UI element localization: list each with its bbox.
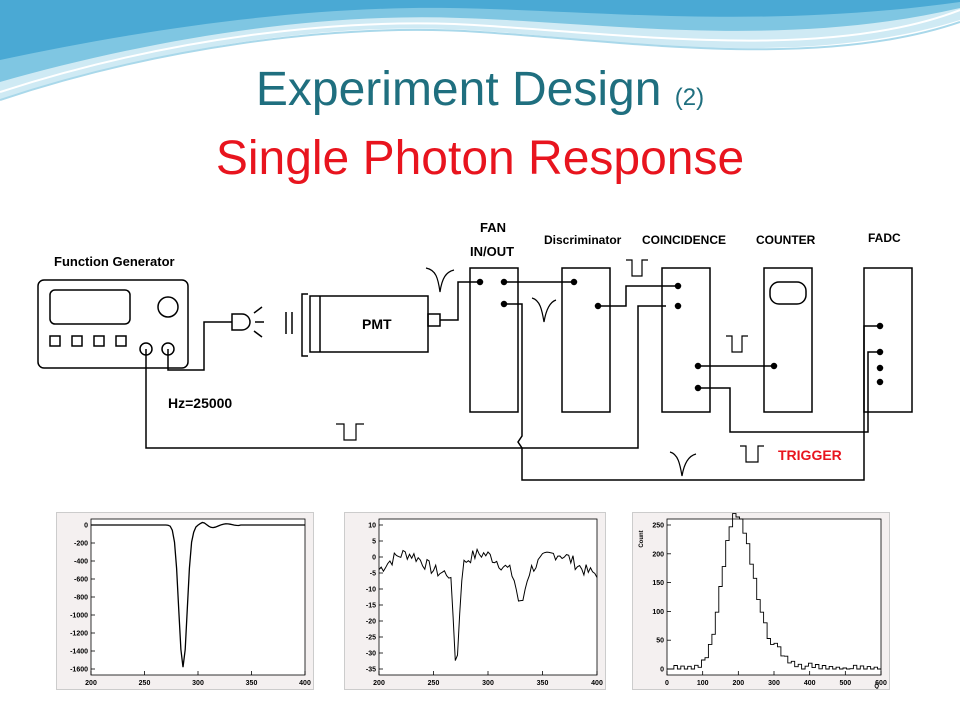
plot2-y-tick: -5 bbox=[370, 571, 376, 578]
plot2-y-tick: -15 bbox=[366, 603, 376, 610]
fadc-label: FADC bbox=[868, 231, 901, 245]
slide-title-main: Experiment Design bbox=[255, 63, 662, 116]
plot3-y-tick: 150 bbox=[652, 580, 664, 587]
plot2-y-tick: -20 bbox=[366, 619, 376, 626]
slide-subtitle: Single Photon Response bbox=[215, 132, 745, 185]
plot1-y-tick: -800 bbox=[74, 595, 88, 602]
coincidence-module bbox=[661, 267, 711, 413]
plot3-x-tick: 300 bbox=[768, 680, 780, 687]
header-wave-decoration bbox=[0, 0, 960, 101]
charge-histogram: 0 100 200 300 400 500 600 250 200 150 100 50 0 Count Q bbox=[632, 512, 890, 690]
plot3-x-tick: 100 bbox=[697, 680, 709, 687]
plot3-x-tick: 0 bbox=[665, 680, 669, 687]
plot2-y-tick: -10 bbox=[366, 587, 376, 594]
waveform-plot-1: 200 250 300 350 400 0 -200 -400 -600 -800 -1000 -12… bbox=[56, 512, 314, 690]
histogram-bars bbox=[667, 513, 881, 670]
led-icon bbox=[231, 306, 264, 338]
plot1-y-tick: -1400 bbox=[70, 649, 88, 656]
discriminator-label: Discriminator bbox=[544, 233, 622, 247]
waveform-plot-2-svg: 200 250 300 350 400 10 5 0 -5 -10 -15 -20 -25 -30 -35 bbox=[366, 518, 603, 687]
plot3-x-tick: 600 bbox=[875, 680, 887, 687]
fan-label: FAN bbox=[480, 220, 506, 235]
pmt bbox=[301, 293, 441, 357]
plot2-trace bbox=[378, 547, 598, 661]
plot2-y-tick: 10 bbox=[368, 523, 376, 530]
plot3-x-tick: 400 bbox=[804, 680, 816, 687]
trigger-label: TRIGGER bbox=[778, 447, 842, 463]
plot1-x-tick: 200 bbox=[85, 680, 97, 687]
frequency-label: Hz=25000 bbox=[168, 395, 232, 411]
plot1-x-tick: 250 bbox=[139, 680, 151, 687]
plot3-y-tick: 100 bbox=[652, 609, 664, 616]
plot3-x-tick: 200 bbox=[732, 680, 744, 687]
plot1-y-tick: -400 bbox=[74, 559, 88, 566]
plot1-y-tick: -1000 bbox=[70, 613, 88, 620]
plot3-y-tick: 250 bbox=[652, 523, 664, 530]
plot2-y-tick: -30 bbox=[366, 651, 376, 658]
fan-label-2: IN/OUT bbox=[470, 244, 514, 259]
plot1-y-tick: 0 bbox=[84, 523, 88, 530]
plot2-x-tick: 300 bbox=[482, 680, 494, 687]
plot2-x-tick: 350 bbox=[537, 680, 549, 687]
plot3-y-tick: 0 bbox=[660, 667, 664, 674]
plot2-x-tick: 250 bbox=[428, 680, 440, 687]
function-generator-label: Function Generator bbox=[54, 254, 175, 269]
plot1-x-tick: 300 bbox=[192, 680, 204, 687]
counter-module bbox=[763, 267, 813, 413]
fan-in-out-module bbox=[469, 267, 519, 413]
histogram-x-label: Q bbox=[874, 684, 879, 689]
plot1-x-tick: 350 bbox=[246, 680, 258, 687]
counter-label: COUNTER bbox=[756, 233, 816, 247]
function-generator bbox=[37, 279, 189, 369]
pmt-label: PMT bbox=[362, 316, 392, 332]
plot2-y-tick: -25 bbox=[366, 635, 376, 642]
schematic-diagram: Function Generator Hz=25000 PMT F bbox=[37, 220, 913, 481]
plot3-y-tick: 50 bbox=[656, 638, 664, 645]
coincidence-label: COINCIDENCE bbox=[642, 233, 726, 247]
plot2-y-tick: 0 bbox=[372, 555, 376, 562]
plot1-y-tick: -1200 bbox=[70, 631, 88, 638]
plot1-trace bbox=[91, 521, 305, 668]
fadc-module bbox=[863, 267, 913, 413]
plot2-x-tick: 200 bbox=[373, 680, 385, 687]
plot2-y-tick: 5 bbox=[372, 539, 376, 546]
plot2-x-tick: 400 bbox=[591, 680, 603, 687]
plot1-y-tick: -200 bbox=[74, 541, 88, 548]
waveform-plot-1-svg: 200 250 300 350 400 0 -200 -400 -600 -800 -1000 -12… bbox=[70, 518, 311, 687]
plot1-x-tick: 400 bbox=[299, 680, 311, 687]
waveform-plot-2: 200 250 300 350 400 10 5 0 -5 -10 -15 -20 -25 -30 -35 bbox=[344, 512, 606, 690]
plot2-y-tick: -35 bbox=[366, 667, 376, 674]
plot3-x-tick: 500 bbox=[839, 680, 851, 687]
schematic-panel: Function Generator Hz=25000 PMT F bbox=[34, 210, 926, 492]
discriminator-module bbox=[561, 267, 611, 413]
plot1-y-tick: -600 bbox=[74, 577, 88, 584]
histogram-y-label: Count bbox=[639, 530, 645, 547]
slide-title-number: (2) bbox=[674, 84, 705, 111]
plot1-y-tick: -1600 bbox=[70, 667, 88, 674]
slide-title: Experiment Design (2) bbox=[0, 62, 960, 126]
plot3-y-tick: 200 bbox=[652, 551, 664, 558]
